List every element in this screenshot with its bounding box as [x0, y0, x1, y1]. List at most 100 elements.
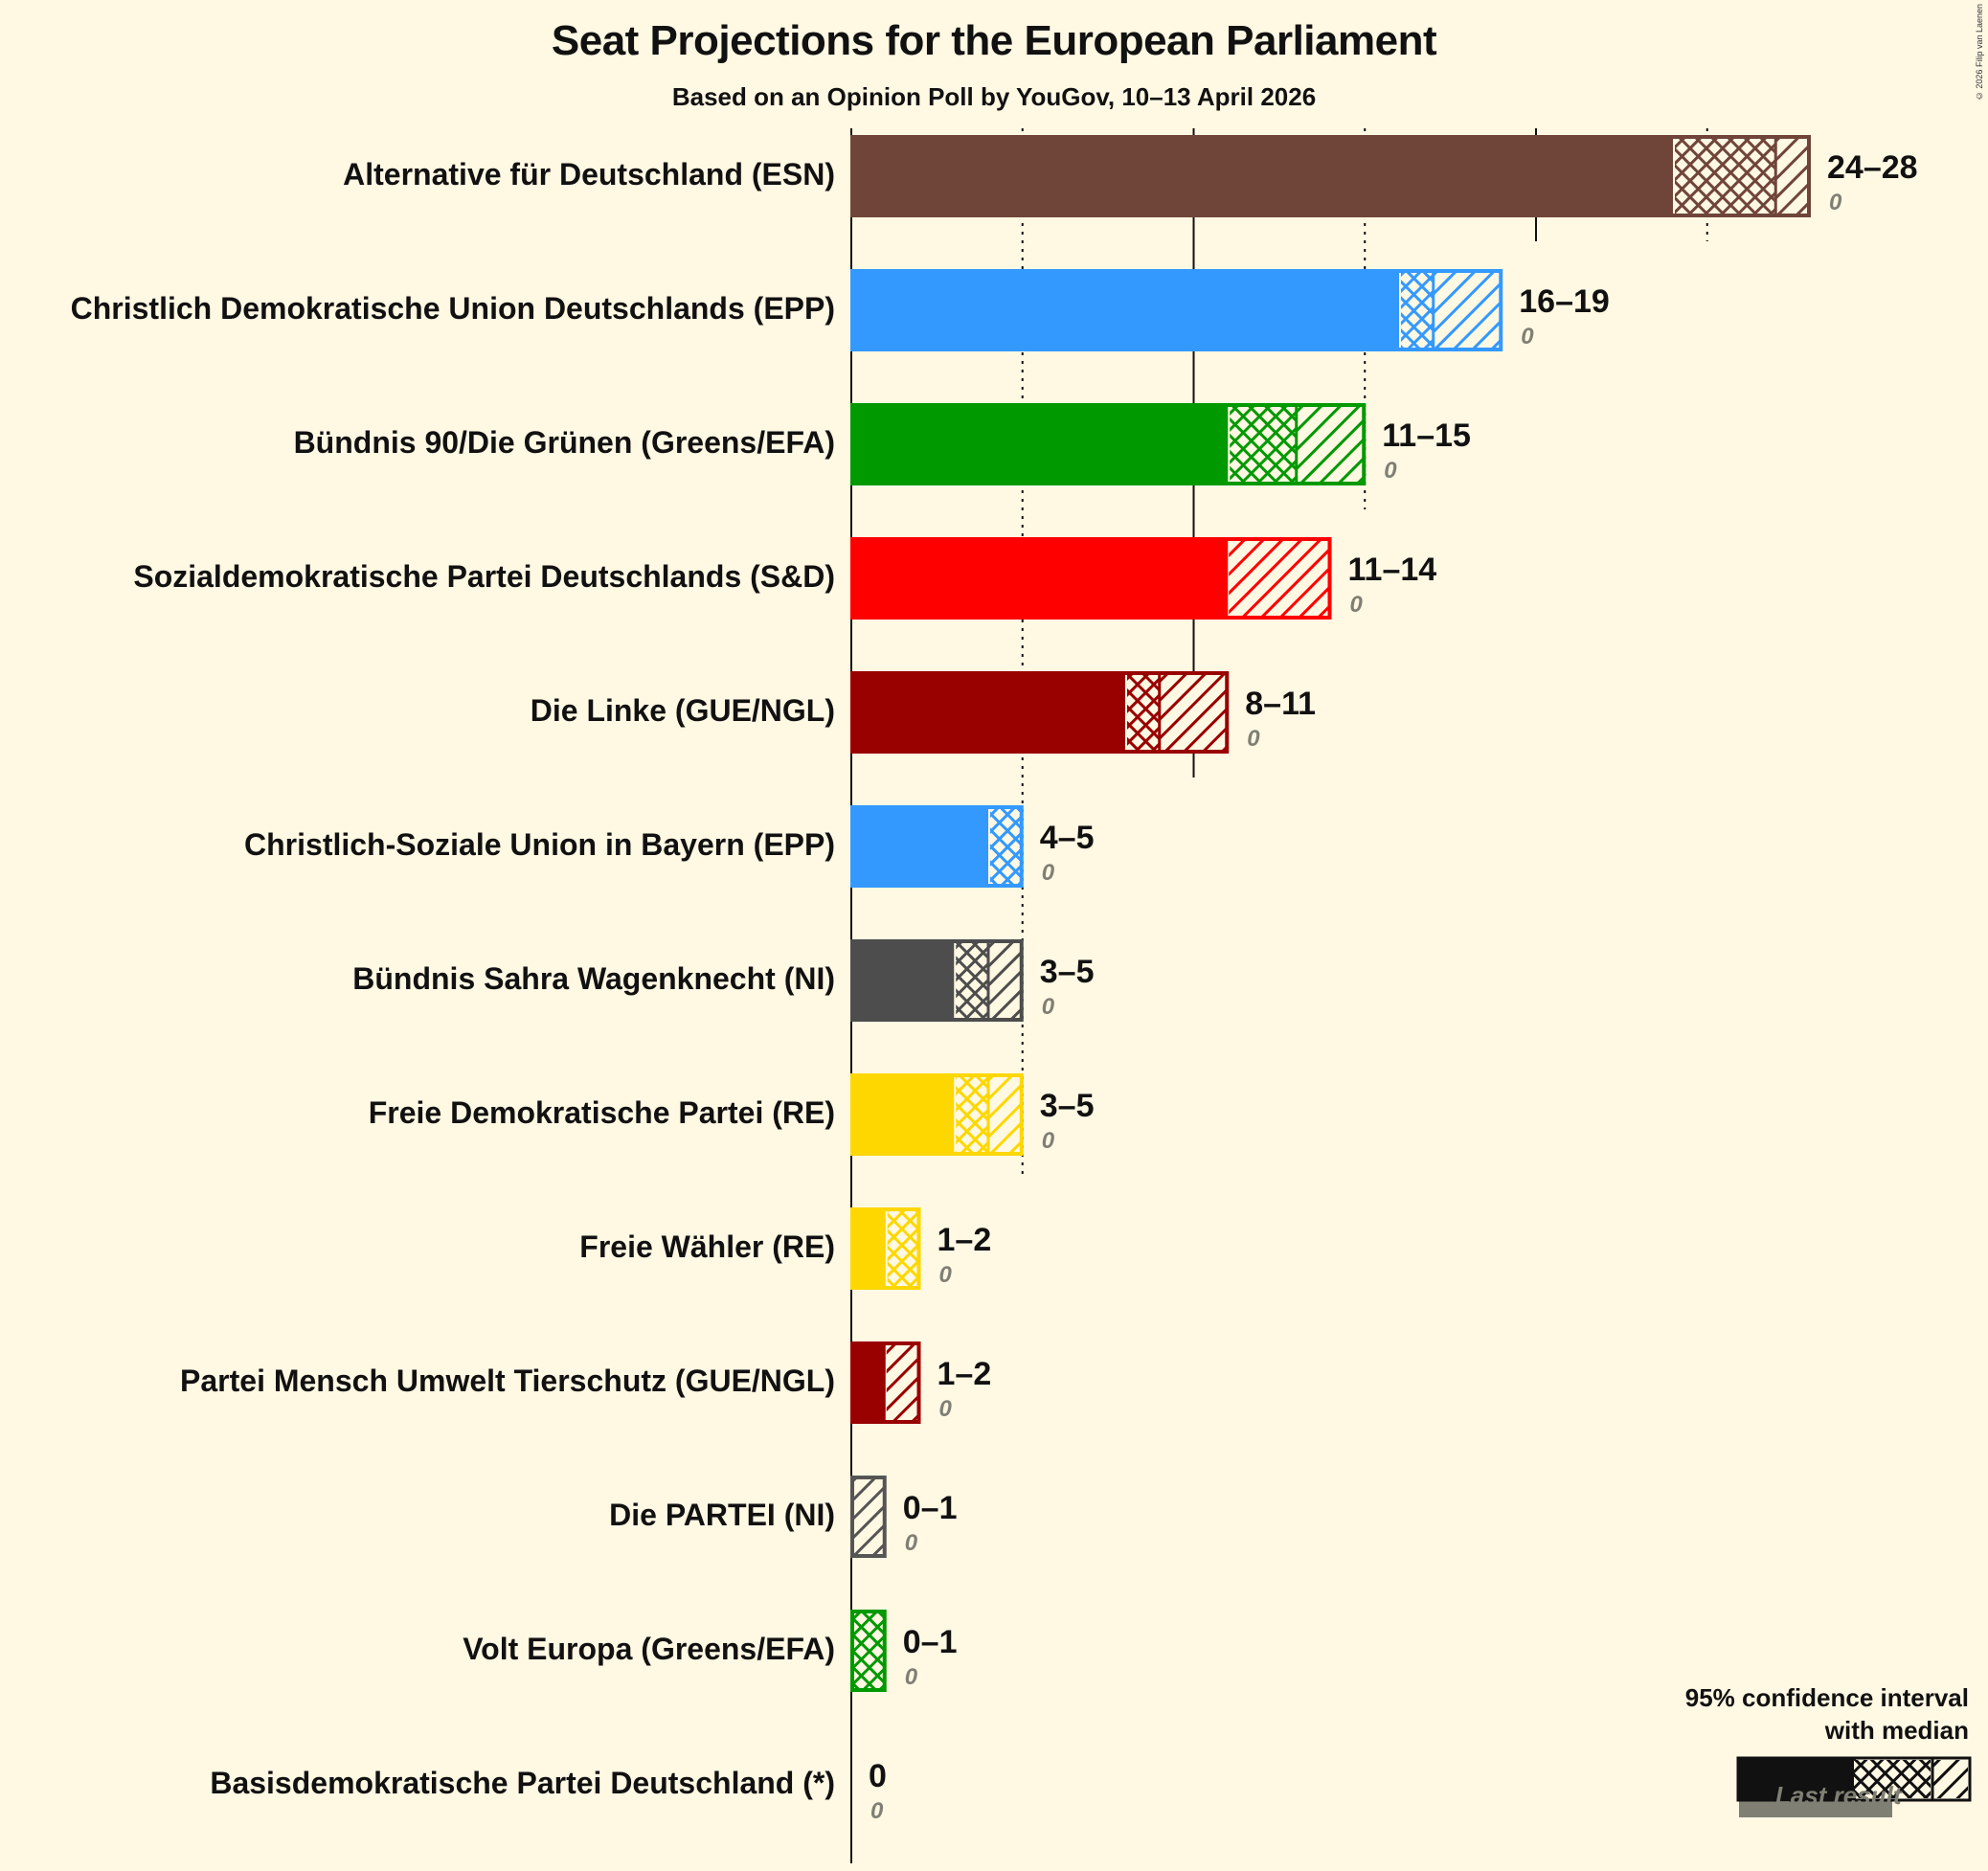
last-result-label: 0	[1349, 592, 1363, 618]
bar-median-hatch	[887, 1210, 920, 1287]
party-label: Partei Mensch Umwelt Tierschutz (GUE/NGL…	[180, 1364, 835, 1398]
legend-swatch	[1736, 1756, 1972, 1817]
bar-upper-hatch	[989, 1076, 1021, 1153]
last-result-label: 0	[1041, 994, 1055, 1020]
bar-median-hatch	[956, 1076, 988, 1153]
bar-group	[850, 537, 1332, 620]
seat-range-label: 8–11	[1245, 686, 1317, 722]
seat-range-label: 0–1	[902, 1490, 958, 1526]
bar-group	[850, 1610, 887, 1692]
seat-range-label: 4–5	[1039, 820, 1095, 856]
seat-range-label: 24–28	[1827, 149, 1918, 186]
last-result-label: 0	[1041, 860, 1055, 886]
last-result-label: 0	[1829, 190, 1842, 215]
party-label: Bündnis Sahra Wagenknecht (NI)	[352, 961, 835, 996]
party-label: Volt Europa (Greens/EFA)	[463, 1632, 835, 1666]
last-result-label: 0	[1521, 324, 1534, 349]
bar-median-hatch	[1230, 406, 1297, 483]
bar-median-hatch	[1127, 674, 1160, 751]
bar-outline	[850, 269, 1503, 351]
seat-range-label: 3–5	[1039, 954, 1095, 990]
bar-outline	[850, 1207, 921, 1290]
bar-median-hatch	[1401, 272, 1434, 349]
bar-outline	[850, 1341, 921, 1424]
bar-group	[850, 135, 1811, 217]
bar-outline	[850, 1476, 887, 1558]
bar-group	[850, 1073, 1024, 1156]
chart-subtitle: Based on an Opinion Poll by YouGov, 10–1…	[671, 82, 1317, 111]
legend-title: 95% confidence interval with median	[1685, 1681, 1969, 1747]
bar-outline	[850, 1610, 887, 1692]
party-label: Freie Demokratische Partei (RE)	[368, 1095, 835, 1130]
bar-group	[850, 805, 1024, 888]
party-label: Die Linke (GUE/NGL)	[530, 693, 835, 728]
bar-group	[850, 671, 1230, 754]
bar-outline	[850, 537, 1332, 620]
legend-line-2: with median	[1824, 1716, 1969, 1745]
last-result-label: 0	[904, 1530, 918, 1556]
bar-outline	[850, 671, 1230, 754]
party-label: Christlich Demokratische Union Deutschla…	[70, 291, 835, 326]
bar-median-hatch	[956, 942, 988, 1019]
bar-upper-hatch	[1229, 540, 1329, 617]
seat-range-label: 3–5	[1039, 1088, 1095, 1124]
bar-upper-hatch	[1160, 674, 1227, 751]
party-label: Basisdemokratische Partei Deutschland (*…	[210, 1766, 835, 1800]
bar-solid	[851, 1074, 955, 1155]
bar-solid	[851, 404, 1229, 485]
seat-range-label: 11–14	[1347, 552, 1437, 588]
last-result-label: 0	[1041, 1128, 1055, 1154]
seat-range-label: 11–15	[1382, 417, 1471, 454]
party-label: Sozialdemokratische Partei Deutschlands …	[133, 559, 835, 594]
bar-group	[850, 403, 1367, 485]
seat-range-label: 16–19	[1519, 283, 1610, 320]
bar-group	[850, 1207, 921, 1290]
bar-median-hatch	[853, 1612, 886, 1689]
last-result-label: 0	[1247, 726, 1260, 752]
chart-title: Seat Projections for the European Parlia…	[551, 17, 1437, 64]
bar-solid	[851, 672, 1125, 753]
bar-upper-hatch	[1297, 406, 1364, 483]
last-result-label: 0	[938, 1396, 952, 1422]
bar-group	[850, 939, 1024, 1022]
bar-group	[850, 1341, 921, 1424]
seat-range-label: 0–1	[902, 1624, 958, 1660]
bar-upper-hatch	[1434, 272, 1501, 349]
bar-outline	[850, 1073, 1024, 1156]
bar-upper-hatch	[989, 942, 1021, 1019]
party-label: Bündnis 90/Die Grünen (Greens/EFA)	[293, 425, 835, 460]
last-result-label: 0	[870, 1798, 884, 1824]
bar-outline	[850, 403, 1367, 485]
bar-upper-hatch	[886, 1344, 918, 1421]
bar-outline	[850, 135, 1811, 217]
bar-outline	[850, 805, 1024, 888]
bar-solid	[851, 1208, 886, 1289]
bar-upper-hatch	[1776, 138, 1808, 214]
seat-range-label: 1–2	[937, 1356, 992, 1392]
bar-solid	[851, 940, 955, 1021]
party-label: Christlich-Soziale Union in Bayern (EPP)	[244, 827, 835, 862]
party-label: Die PARTEI (NI)	[609, 1498, 835, 1532]
last-result-label: 0	[1384, 458, 1397, 484]
bar-median-hatch	[1675, 138, 1776, 214]
bar-group	[850, 269, 1503, 351]
legend-last-result-label: Last result	[1775, 1781, 1902, 1810]
bar-solid	[851, 806, 988, 887]
party-label: Alternative für Deutschland (ESN)	[343, 157, 835, 192]
legend-line-1: 95% confidence interval	[1684, 1683, 1969, 1712]
bar-median-hatch	[990, 808, 1023, 885]
last-result-label: 0	[904, 1664, 918, 1690]
bar-solid	[851, 1342, 886, 1423]
bar-upper-hatch	[852, 1478, 884, 1555]
bar-solid	[851, 538, 1229, 619]
bar-solid	[851, 136, 1673, 216]
seat-range-label: 0	[869, 1758, 887, 1794]
bar-group	[850, 1476, 887, 1558]
bar-solid	[851, 270, 1399, 350]
party-label: Freie Wähler (RE)	[579, 1229, 835, 1264]
seat-range-label: 1–2	[937, 1222, 992, 1258]
bar-outline	[850, 939, 1024, 1022]
last-result-label: 0	[938, 1262, 952, 1288]
legend-last-result-bar	[1739, 1800, 1892, 1817]
